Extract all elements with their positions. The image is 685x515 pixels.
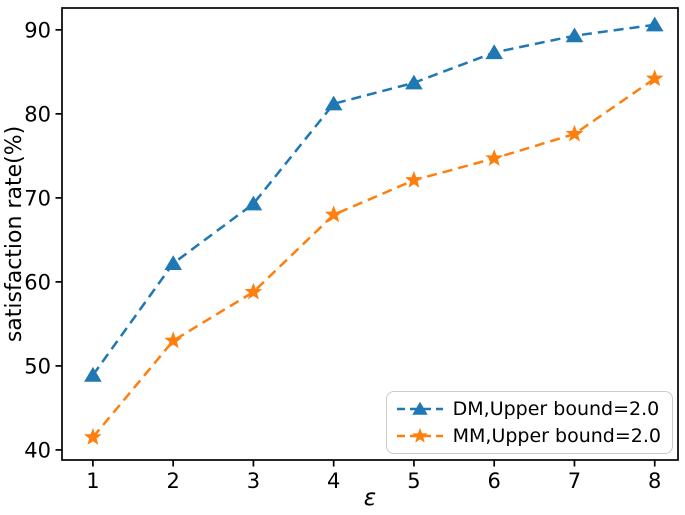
legend-label-mm: MM,Upper bound=2.0	[452, 425, 661, 447]
x-tick-label: 4	[327, 469, 340, 493]
legend-item-mm: MM,Upper bound=2.0	[396, 424, 661, 448]
series-line-1	[91, 77, 656, 439]
data-point	[244, 282, 263, 300]
legend-item-dm: DM,Upper bound=2.0	[396, 397, 661, 421]
x-tick-label: 8	[648, 469, 661, 493]
y-tick-label: 70	[24, 186, 51, 210]
plot-area: 1 2 3 4 5 6 7 8 40 50 60 70 80 90	[24, 7, 679, 493]
x-tick-label: 1	[86, 469, 99, 493]
legend-handle-dm-icon	[396, 401, 443, 415]
y-tick-label: 50	[24, 354, 51, 378]
legend-handle-mm-icon	[396, 427, 443, 443]
legend-label-dm: DM,Upper bound=2.0	[452, 398, 660, 420]
y-tick-label: 60	[24, 270, 51, 294]
x-tick-label: 6	[488, 469, 501, 493]
y-tick-label: 40	[24, 438, 51, 462]
data-point	[324, 205, 343, 223]
data-point	[164, 331, 183, 349]
data-point	[324, 95, 343, 111]
triangle-up-marker-icon	[411, 401, 428, 415]
data-point	[84, 428, 102, 445]
y-tick-label: 80	[24, 102, 51, 126]
star-marker-icon	[411, 427, 428, 443]
data-point	[84, 366, 102, 382]
data-point	[164, 255, 182, 270]
axes-spines	[61, 7, 679, 461]
data-point	[244, 195, 263, 211]
data-point	[485, 44, 503, 60]
x-tick-label: 3	[247, 469, 260, 493]
data-point	[645, 16, 664, 32]
data-point	[405, 170, 423, 188]
x-axis-label: ε	[364, 485, 376, 511]
data-point	[565, 124, 584, 142]
x-tick-label: 5	[407, 469, 420, 493]
y-tick-label: 90	[24, 18, 51, 42]
x-tick-label: 7	[568, 469, 581, 493]
series-line-0	[91, 23, 655, 376]
data-point	[565, 27, 584, 43]
data-point	[485, 149, 504, 166]
y-axis-label: satisfaction rate(%)	[2, 126, 27, 342]
data-point	[645, 69, 664, 87]
data-point	[405, 74, 423, 90]
x-tick-label: 2	[166, 469, 179, 493]
legend: DM,Upper bound=2.0 MM,Upper bound=2.0	[385, 391, 673, 454]
